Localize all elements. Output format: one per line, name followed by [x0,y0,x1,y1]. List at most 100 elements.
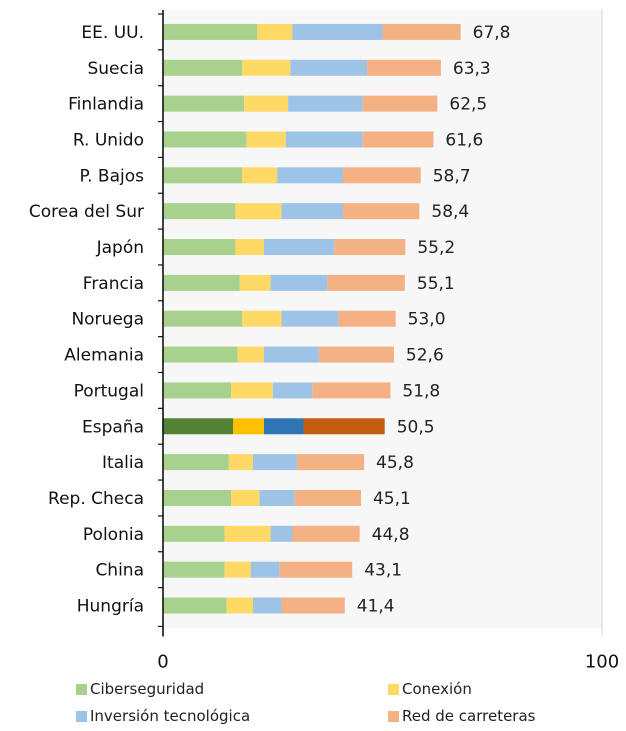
legend-swatch-inversion-tecnologica [76,711,87,722]
bar-noruega-inversion-tecnologica [281,310,339,327]
legend: Ciberseguridad Conexión Inversión tecnológ… [76,680,536,725]
axes-layer: 0 100 [157,10,619,672]
bar-polonia-ciberseguridad [163,525,225,542]
value-label-noruega: 53,0 [408,310,446,330]
bar-portugal-inversion-tecnologica [272,382,313,399]
bar-p-bajos-inversion-tecnologica [277,167,343,184]
value-label-suecia: 63,3 [453,59,491,79]
legend-swatch-ciberseguridad [76,684,87,695]
category-label-p-bajos: P. Bajos [80,166,145,186]
bar-china-red-de-carreteras [279,561,353,578]
bar-italia-red-de-carreteras [296,454,365,471]
bar-japon-red-de-carreteras [334,239,406,256]
category-label-hungria: Hungría [77,597,144,617]
bar-r-unido-inversion-tecnologica [285,131,363,148]
bar-italia-conexion [228,454,253,471]
value-label-portugal: 51,8 [402,381,440,401]
bar-espana-ciberseguridad [163,418,234,435]
category-label-italia: Italia [102,453,144,473]
x-tick-label-0: 0 [157,651,168,672]
category-label-china: China [95,561,144,581]
bar-portugal-conexion [231,382,273,399]
bar-japon-ciberseguridad [163,239,236,256]
category-label-rep-checa: Rep. Checa [48,489,144,509]
value-label-japon: 55,2 [417,238,455,258]
bar-p-bajos-red-de-carreteras [342,167,421,184]
bar-alemania-ciberseguridad [163,346,238,363]
legend-swatch-red-de-carreteras [388,711,399,722]
bar-noruega-ciberseguridad [163,310,243,327]
value-label-p-bajos: 58,7 [433,166,471,186]
category-label-noruega: Noruega [71,310,144,330]
bar-suecia-conexion [242,59,291,76]
bar-hungria-ciberseguridad [163,597,227,614]
bar-ee-uu-red-de-carreteras [382,23,461,40]
bar-r-unido-ciberseguridad [163,131,247,148]
bar-alemania-conexion [237,346,264,363]
bar-espana-conexion [233,418,264,435]
bar-francia-red-de-carreteras [327,274,405,291]
value-label-alemania: 52,6 [406,346,444,366]
x-tick-label-100: 100 [585,651,619,672]
bar-china-conexion [224,561,251,578]
value-label-polonia: 44,8 [372,525,410,545]
bar-ee-uu-ciberseguridad [163,23,258,40]
legend-label-conexion: Conexión [402,680,472,698]
bar-noruega-red-de-carreteras [338,310,396,327]
legend-label-inversion-tecnologica: Inversión tecnológica [90,707,250,725]
bar-japon-inversion-tecnologica [263,239,335,256]
bar-polonia-inversion-tecnologica [270,525,293,542]
value-label-francia: 55,1 [417,274,455,294]
bar-hungria-red-de-carreteras [281,597,345,614]
bar-corea-del-sur-ciberseguridad [163,203,236,220]
bar-finlandia-ciberseguridad [163,95,245,112]
bar-polonia-conexion [224,525,271,542]
bar-hungria-conexion [226,597,253,614]
category-label-corea-del-sur: Corea del Sur [29,202,144,222]
bar-china-ciberseguridad [163,561,225,578]
value-label-ee-uu: 67,8 [473,23,511,43]
bar-rep-checa-inversion-tecnologica [259,489,295,506]
bar-japon-conexion [235,239,264,256]
category-label-portugal: Portugal [74,381,144,401]
bar-r-unido-conexion [246,131,286,148]
bar-finlandia-red-de-carreteras [362,95,438,112]
bar-hungria-inversion-tecnologica [253,597,282,614]
bar-p-bajos-conexion [242,167,278,184]
bar-ee-uu-inversion-tecnologica [292,23,383,40]
value-label-italia: 45,8 [376,453,414,473]
bar-alemania-inversion-tecnologica [263,346,319,363]
legend-label-red-de-carreteras: Red de carreteras [402,707,536,725]
value-label-finlandia: 62,5 [449,95,487,115]
category-label-polonia: Polonia [83,525,144,545]
category-label-japon: Japón [96,238,144,258]
category-label-alemania: Alemania [64,346,144,366]
legend-swatch-conexion [388,684,399,695]
bar-noruega-conexion [242,310,282,327]
category-label-finlandia: Finlandia [68,95,144,115]
bar-china-inversion-tecnologica [250,561,280,578]
bar-rep-checa-red-de-carreteras [294,489,361,506]
category-label-r-unido: R. Unido [73,130,144,150]
bar-espana-red-de-carreteras [303,418,385,435]
bar-francia-conexion [239,274,271,291]
bar-italia-ciberseguridad [163,454,229,471]
bar-corea-del-sur-red-de-carreteras [342,203,420,220]
value-label-hungria: 41,4 [357,597,395,617]
bar-portugal-red-de-carreteras [312,382,391,399]
bar-r-unido-red-de-carreteras [362,131,434,148]
value-label-china: 43,1 [364,561,402,581]
category-label-ee-uu: EE. UU. [81,23,144,43]
legend-label-ciberseguridad: Ciberseguridad [90,680,204,698]
bar-finlandia-inversion-tecnologica [288,95,363,112]
bar-corea-del-sur-inversion-tecnologica [281,203,343,220]
value-label-rep-checa: 45,1 [373,489,411,509]
bar-suecia-inversion-tecnologica [290,59,368,76]
category-label-francia: Francia [83,274,144,294]
value-label-corea-del-sur: 58,4 [431,202,469,222]
bar-finlandia-conexion [244,95,289,112]
bar-portugal-ciberseguridad [163,382,232,399]
bar-rep-checa-conexion [231,489,260,506]
bar-corea-del-sur-conexion [235,203,282,220]
